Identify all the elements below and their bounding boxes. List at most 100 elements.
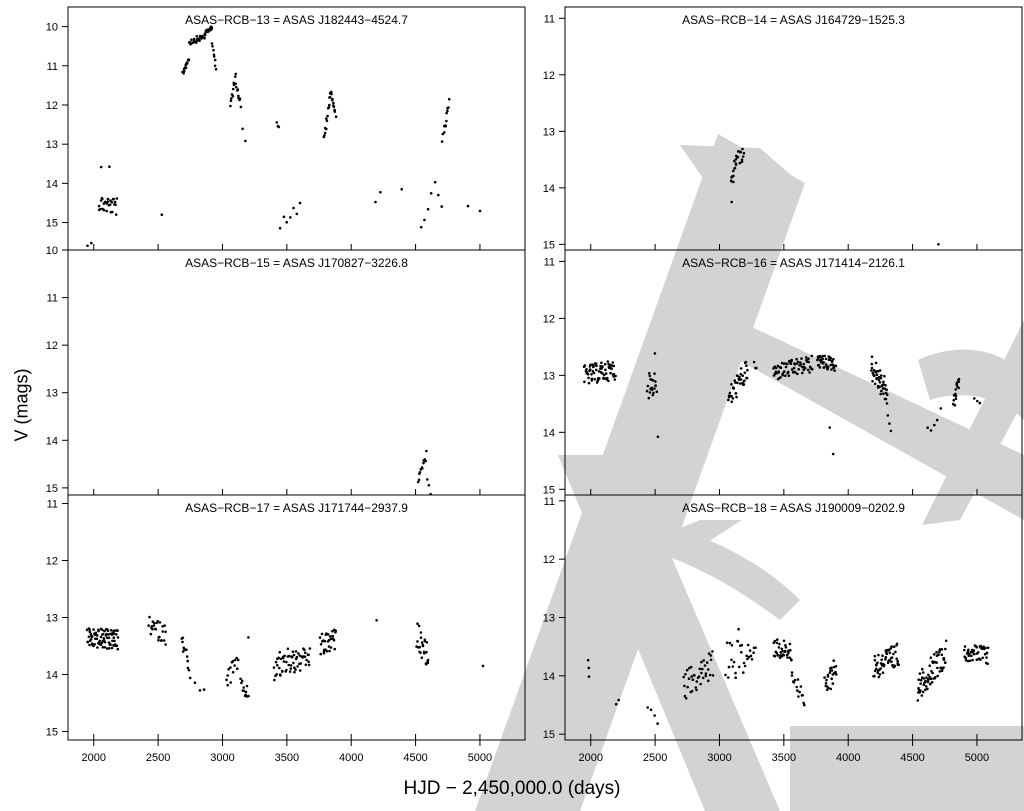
- data-point: [897, 663, 900, 666]
- data-point: [936, 674, 939, 678]
- data-point: [607, 362, 610, 366]
- data-point: [872, 374, 876, 378]
- data-point: [285, 660, 288, 664]
- data-point: [878, 385, 881, 389]
- data-point: [957, 386, 960, 390]
- data-point: [870, 366, 874, 370]
- data-point: [426, 207, 430, 211]
- data-point: [823, 354, 826, 358]
- data-point: [648, 391, 652, 394]
- data-point: [981, 656, 984, 660]
- data-point: [709, 654, 713, 657]
- data-point: [421, 644, 425, 648]
- data-point: [318, 636, 322, 639]
- data-point: [690, 675, 693, 678]
- data-point: [777, 370, 780, 373]
- data-point: [447, 106, 450, 109]
- data-point: [745, 364, 748, 368]
- data-point: [940, 669, 944, 672]
- data-point: [789, 649, 792, 652]
- data-point: [742, 383, 746, 386]
- data-point: [113, 639, 116, 643]
- data-point: [934, 676, 937, 679]
- data-point: [746, 643, 750, 647]
- data-point: [875, 667, 878, 671]
- data-point: [601, 365, 604, 368]
- data-point: [333, 110, 337, 113]
- data-point: [295, 655, 299, 659]
- data-point: [873, 669, 877, 673]
- data-point: [229, 666, 232, 669]
- data-point: [954, 388, 957, 391]
- data-point: [727, 665, 731, 669]
- data-points: [729, 147, 940, 246]
- data-point: [611, 361, 615, 364]
- data-point: [198, 39, 201, 43]
- data-point: [150, 625, 154, 628]
- data-point: [192, 37, 196, 41]
- data-point: [740, 160, 744, 164]
- data-point: [193, 681, 197, 684]
- data-point: [794, 371, 797, 374]
- data-point: [888, 651, 892, 655]
- data-point: [304, 663, 308, 667]
- data-point: [211, 45, 214, 48]
- data-point: [148, 615, 151, 619]
- panel-title: ASAS−RCB−13 = ASAS J182443−4524.7: [185, 13, 408, 27]
- data-point: [943, 661, 947, 664]
- data-point: [156, 620, 160, 623]
- data-point: [742, 671, 745, 674]
- data-point: [227, 667, 230, 671]
- data-point: [810, 354, 814, 358]
- data-point: [893, 664, 896, 668]
- data-point: [285, 668, 288, 672]
- data-point: [295, 212, 299, 216]
- data-point: [466, 204, 470, 208]
- data-point: [829, 687, 833, 691]
- data-point: [329, 646, 333, 649]
- data-point: [647, 372, 651, 375]
- x-tick-label: 3000: [707, 752, 731, 764]
- data-point: [423, 639, 427, 643]
- data-point: [730, 658, 733, 662]
- data-point: [182, 69, 186, 73]
- data-point: [654, 384, 657, 388]
- data-point: [647, 396, 651, 400]
- data-point: [704, 672, 708, 675]
- data-point: [752, 651, 755, 654]
- data-point: [231, 87, 235, 91]
- data-point: [400, 188, 404, 191]
- data-point: [801, 371, 804, 375]
- data-point: [278, 650, 282, 654]
- data-point: [693, 674, 696, 677]
- data-point: [583, 380, 586, 384]
- data-point: [331, 97, 334, 101]
- data-point: [423, 652, 426, 655]
- data-point: [602, 376, 605, 380]
- panel-1: ASAS−RCB−13 = ASAS J182443−4524.7 10 11 12 1…: [46, 6, 526, 251]
- x-axis-label: HJD − 2,450,000.0 (days): [403, 778, 621, 799]
- data-point: [790, 359, 793, 363]
- data-point: [730, 200, 733, 204]
- data-point: [90, 635, 94, 639]
- data-point: [108, 203, 112, 206]
- data-point: [944, 639, 948, 643]
- data-point: [651, 393, 655, 397]
- data-point: [786, 362, 789, 366]
- data-point: [985, 656, 988, 659]
- data-point: [784, 644, 787, 647]
- data-point: [879, 392, 882, 396]
- data-point: [826, 365, 830, 369]
- data-point: [606, 360, 610, 363]
- data-point: [797, 368, 800, 371]
- data-point: [749, 654, 753, 658]
- data-point: [706, 668, 710, 671]
- data-point: [181, 650, 185, 653]
- data-point: [871, 380, 874, 383]
- data-point: [612, 364, 616, 368]
- data-point: [294, 650, 298, 653]
- y-tick-label: 13: [46, 613, 58, 625]
- data-point: [935, 650, 938, 654]
- data-point: [583, 364, 587, 367]
- data-point: [96, 646, 99, 649]
